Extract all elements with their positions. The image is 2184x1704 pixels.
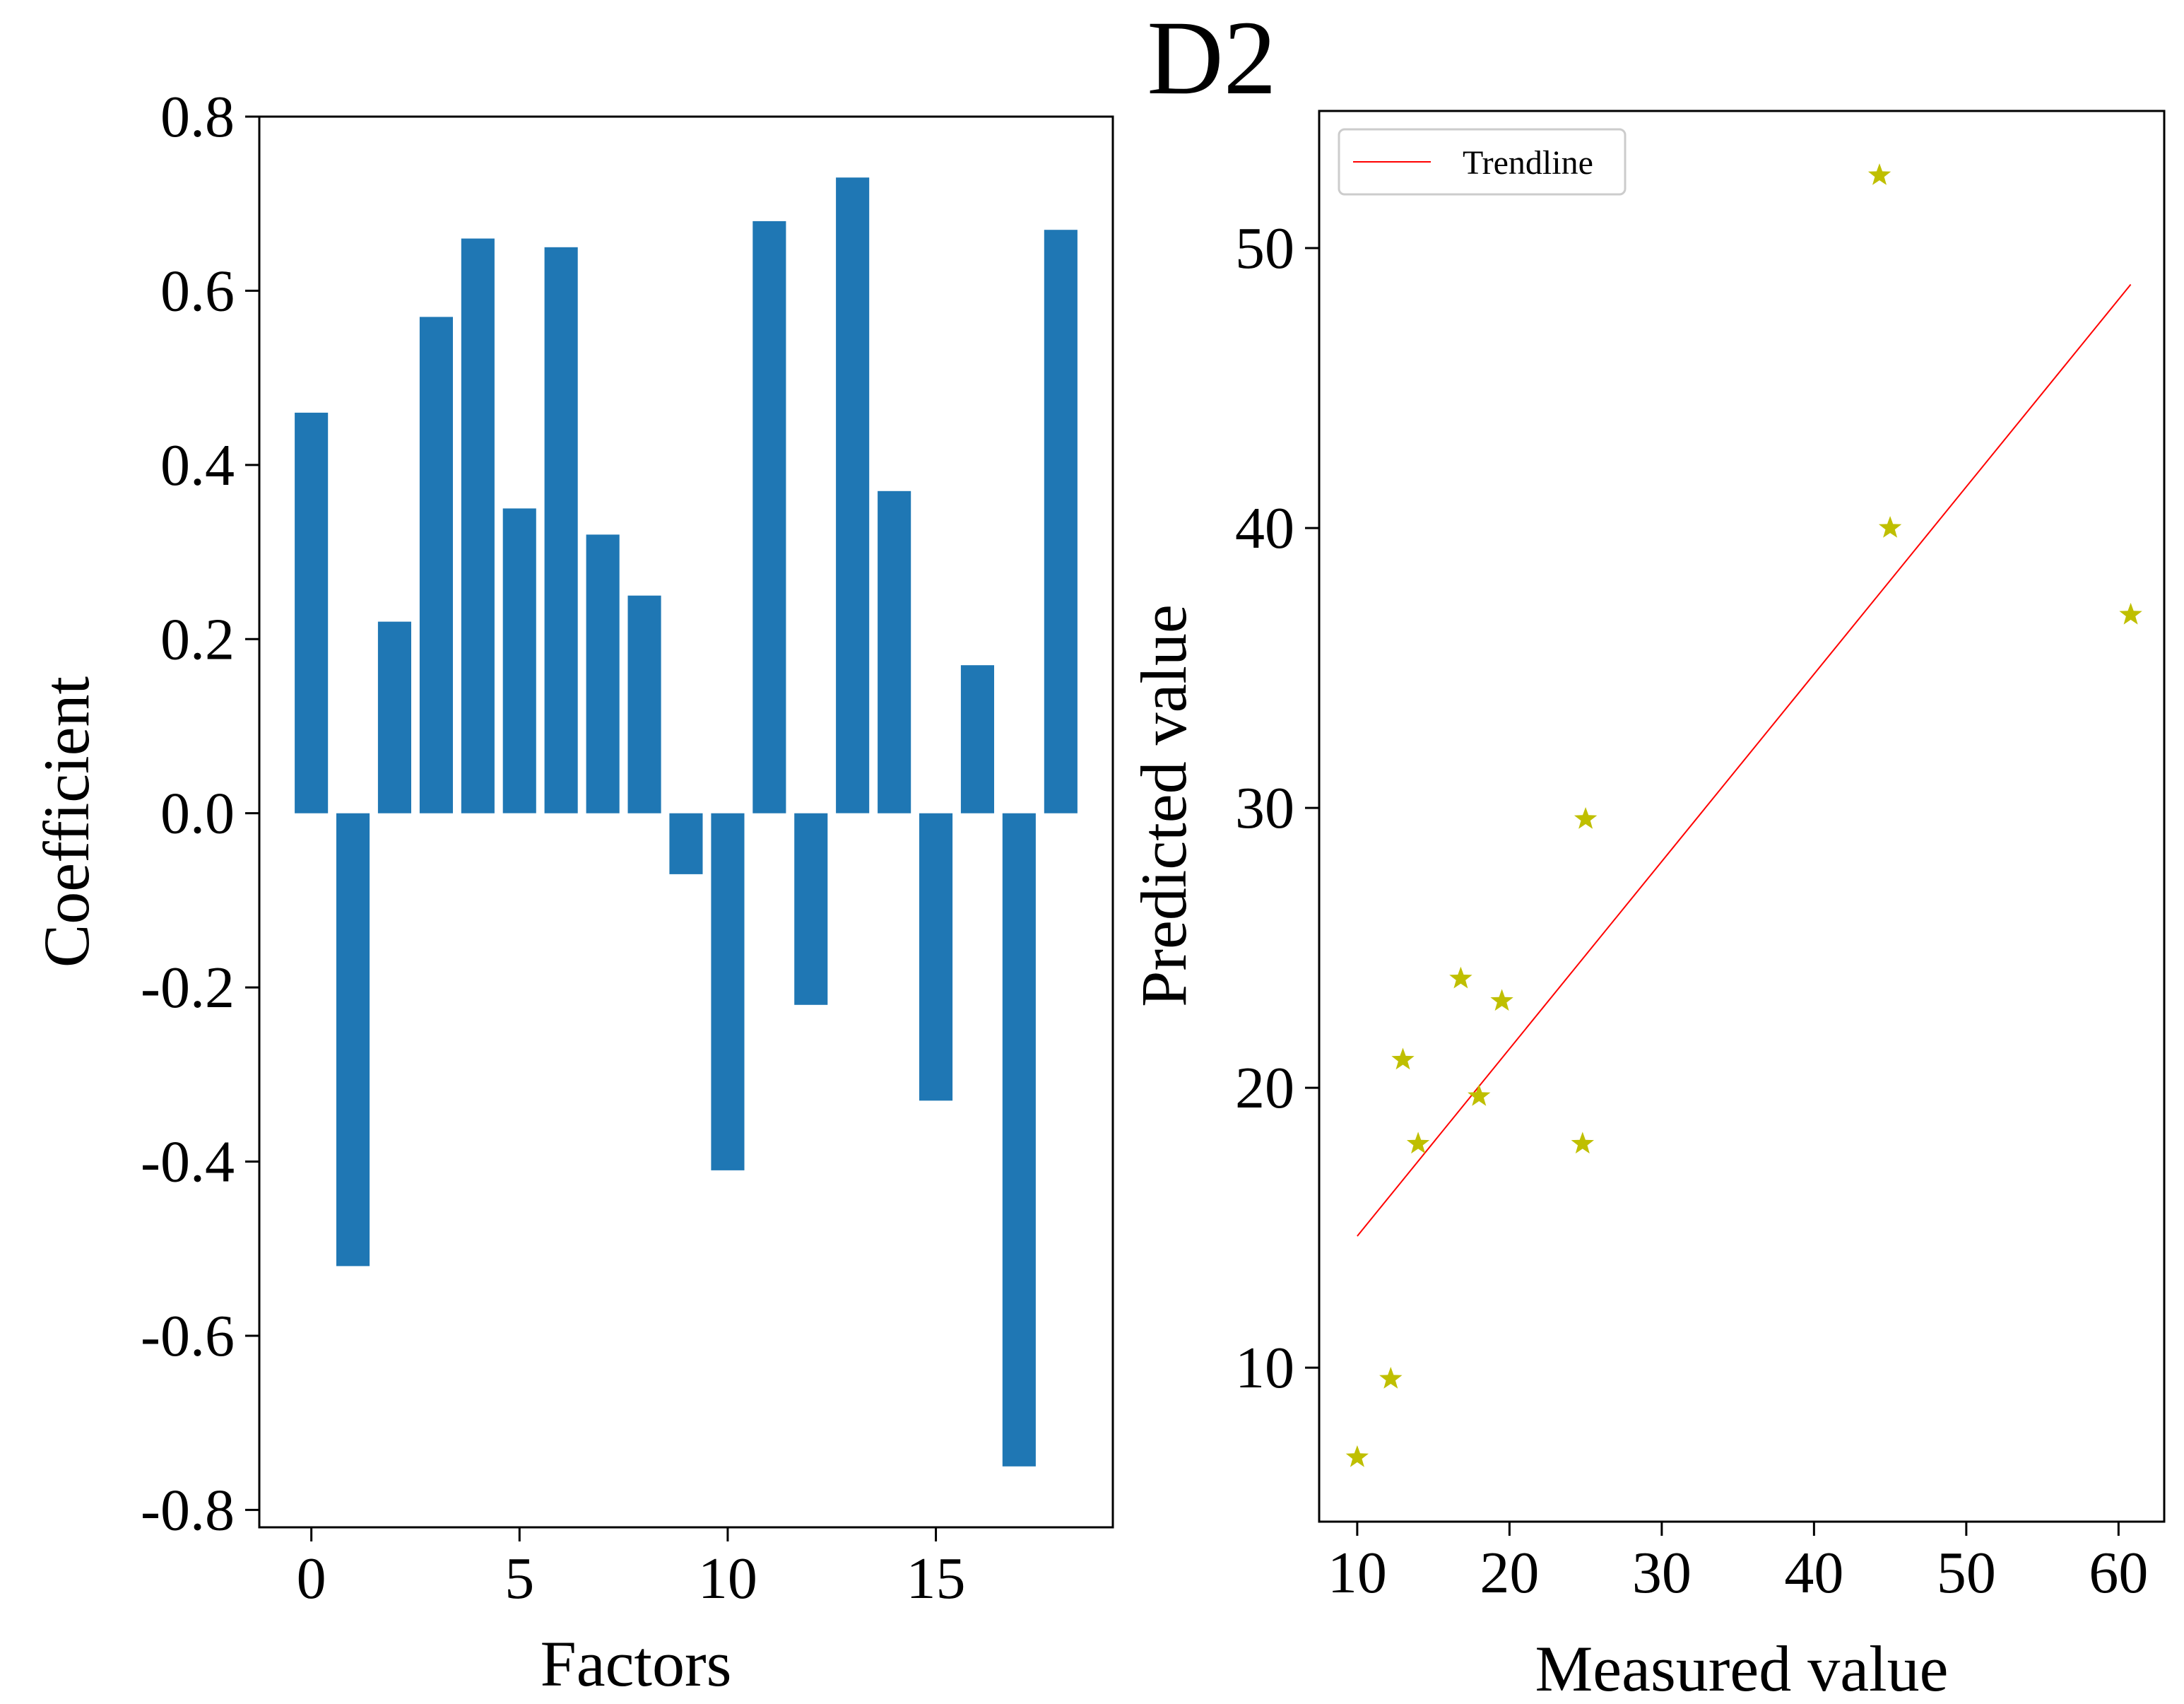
bar-y-tick-label: 0.6 bbox=[160, 258, 235, 324]
scatter-point-8 bbox=[1571, 1132, 1594, 1154]
scatter-x-tick-label: 60 bbox=[2089, 1540, 2148, 1606]
scatter-x-tick-label: 40 bbox=[1784, 1540, 1843, 1606]
bar-y-tick-label: -0.4 bbox=[141, 1129, 235, 1195]
scatter-y-ticks: 10 20 30 40 50 bbox=[1235, 216, 1319, 1401]
legend-label: Trendline bbox=[1463, 144, 1593, 182]
bar-y-tick-label: 0.4 bbox=[160, 433, 235, 498]
scatter-x-axis-title: Measured value bbox=[1535, 1633, 1949, 1704]
bar-factor-14 bbox=[878, 490, 911, 813]
bar-x-axis-title: Factors bbox=[541, 1628, 732, 1700]
bar-x-tick-label: 5 bbox=[504, 1546, 534, 1611]
scatter-point-7 bbox=[1490, 989, 1513, 1011]
bar-factor-17 bbox=[1002, 813, 1036, 1467]
scatter-x-tick-label: 30 bbox=[1632, 1540, 1692, 1606]
scatter-y-tick-label: 20 bbox=[1235, 1055, 1294, 1121]
bar-factor-5 bbox=[502, 508, 536, 813]
bar-y-tick-label: -0.8 bbox=[141, 1477, 235, 1543]
bar-y-tick-label: -0.2 bbox=[141, 955, 235, 1021]
scatter-y-axis-title: Predicted value bbox=[1128, 604, 1200, 1007]
bar-y-axis-title: Coefficient bbox=[30, 676, 102, 968]
bar-y-ticks: 0.8 0.6 0.4 0.2 0.0 -0.2 -0.4 -0.6 -0.8 bbox=[141, 84, 259, 1543]
bar-factor-2 bbox=[377, 621, 411, 813]
bar-y-tick-label: 0.2 bbox=[160, 606, 235, 672]
scatter-y-tick-label: 10 bbox=[1235, 1335, 1294, 1401]
bar-factor-7 bbox=[586, 534, 620, 813]
scatter-point-5 bbox=[1449, 966, 1472, 989]
bar-factor-1 bbox=[336, 813, 370, 1267]
scatter-x-tick-label: 10 bbox=[1328, 1540, 1387, 1606]
bar-x-ticks: 0 5 10 15 bbox=[297, 1527, 966, 1611]
bar-factor-0 bbox=[295, 412, 329, 813]
scatter-point-2 bbox=[1379, 1367, 1403, 1389]
scatter-point-6 bbox=[1468, 1084, 1491, 1106]
bar-factor-15 bbox=[919, 813, 953, 1101]
scatter-point-1 bbox=[1345, 1445, 1369, 1467]
bar-y-tick-label: -0.6 bbox=[141, 1303, 235, 1369]
legend: Trendline bbox=[1338, 128, 1627, 196]
scatter-y-tick-label: 50 bbox=[1235, 216, 1294, 281]
bar-factor-13 bbox=[836, 177, 870, 813]
bar-factor-4 bbox=[461, 238, 495, 813]
scatter-point-3 bbox=[1391, 1047, 1415, 1070]
scatter-x-tick-label: 50 bbox=[1937, 1540, 1996, 1606]
trendline bbox=[1357, 283, 2132, 1237]
bar-factor-8 bbox=[627, 595, 661, 813]
bar-factor-10 bbox=[711, 813, 745, 1170]
bar-plot-frame bbox=[258, 115, 1114, 1529]
bar-factor-9 bbox=[669, 813, 703, 874]
bar-x-tick-label: 0 bbox=[297, 1546, 326, 1611]
scatter-y-tick-label: 30 bbox=[1235, 775, 1294, 841]
scatter-x-tick-label: 20 bbox=[1480, 1540, 1539, 1606]
scatter-point-10 bbox=[1867, 163, 1891, 185]
scatter-points bbox=[1345, 163, 2142, 1467]
legend-box bbox=[1338, 128, 1627, 196]
bar-factor-11 bbox=[752, 221, 786, 813]
bar-x-tick-label: 10 bbox=[698, 1546, 757, 1611]
scatter-y-tick-label: 40 bbox=[1235, 495, 1294, 561]
bar-x-tick-label: 15 bbox=[907, 1546, 966, 1611]
scatter-plot-frame bbox=[1318, 110, 2166, 1523]
bar-y-tick-label: 0.8 bbox=[160, 84, 235, 150]
bar-factor-6 bbox=[544, 247, 578, 813]
bar-chart: 0 5 10 15 0.8 0.6 0.4 0.2 0.0 -0.2 -0.4 -0.6 -0.8 F… bbox=[30, 84, 1114, 1700]
scatter-point-4 bbox=[1406, 1132, 1430, 1154]
scatter-point-11 bbox=[1878, 516, 1902, 538]
scatter-x-ticks: 10 20 30 40 50 60 bbox=[1328, 1522, 2148, 1606]
bar-factor-3 bbox=[419, 317, 453, 813]
bar-factor-16 bbox=[960, 665, 994, 813]
scatter-point-12 bbox=[2119, 602, 2142, 625]
scatter-point-9 bbox=[1574, 807, 1598, 829]
bar-factor-12 bbox=[794, 813, 828, 1005]
bar-y-tick-label: 0.0 bbox=[160, 781, 235, 847]
bar-series bbox=[295, 177, 1078, 1467]
scatter-chart: 10 20 30 40 50 60 10 20 30 40 50 Measured value P… bbox=[1128, 110, 2166, 1704]
bar-factor-18 bbox=[1044, 230, 1078, 813]
figure-title: D2 bbox=[1147, 0, 1276, 117]
